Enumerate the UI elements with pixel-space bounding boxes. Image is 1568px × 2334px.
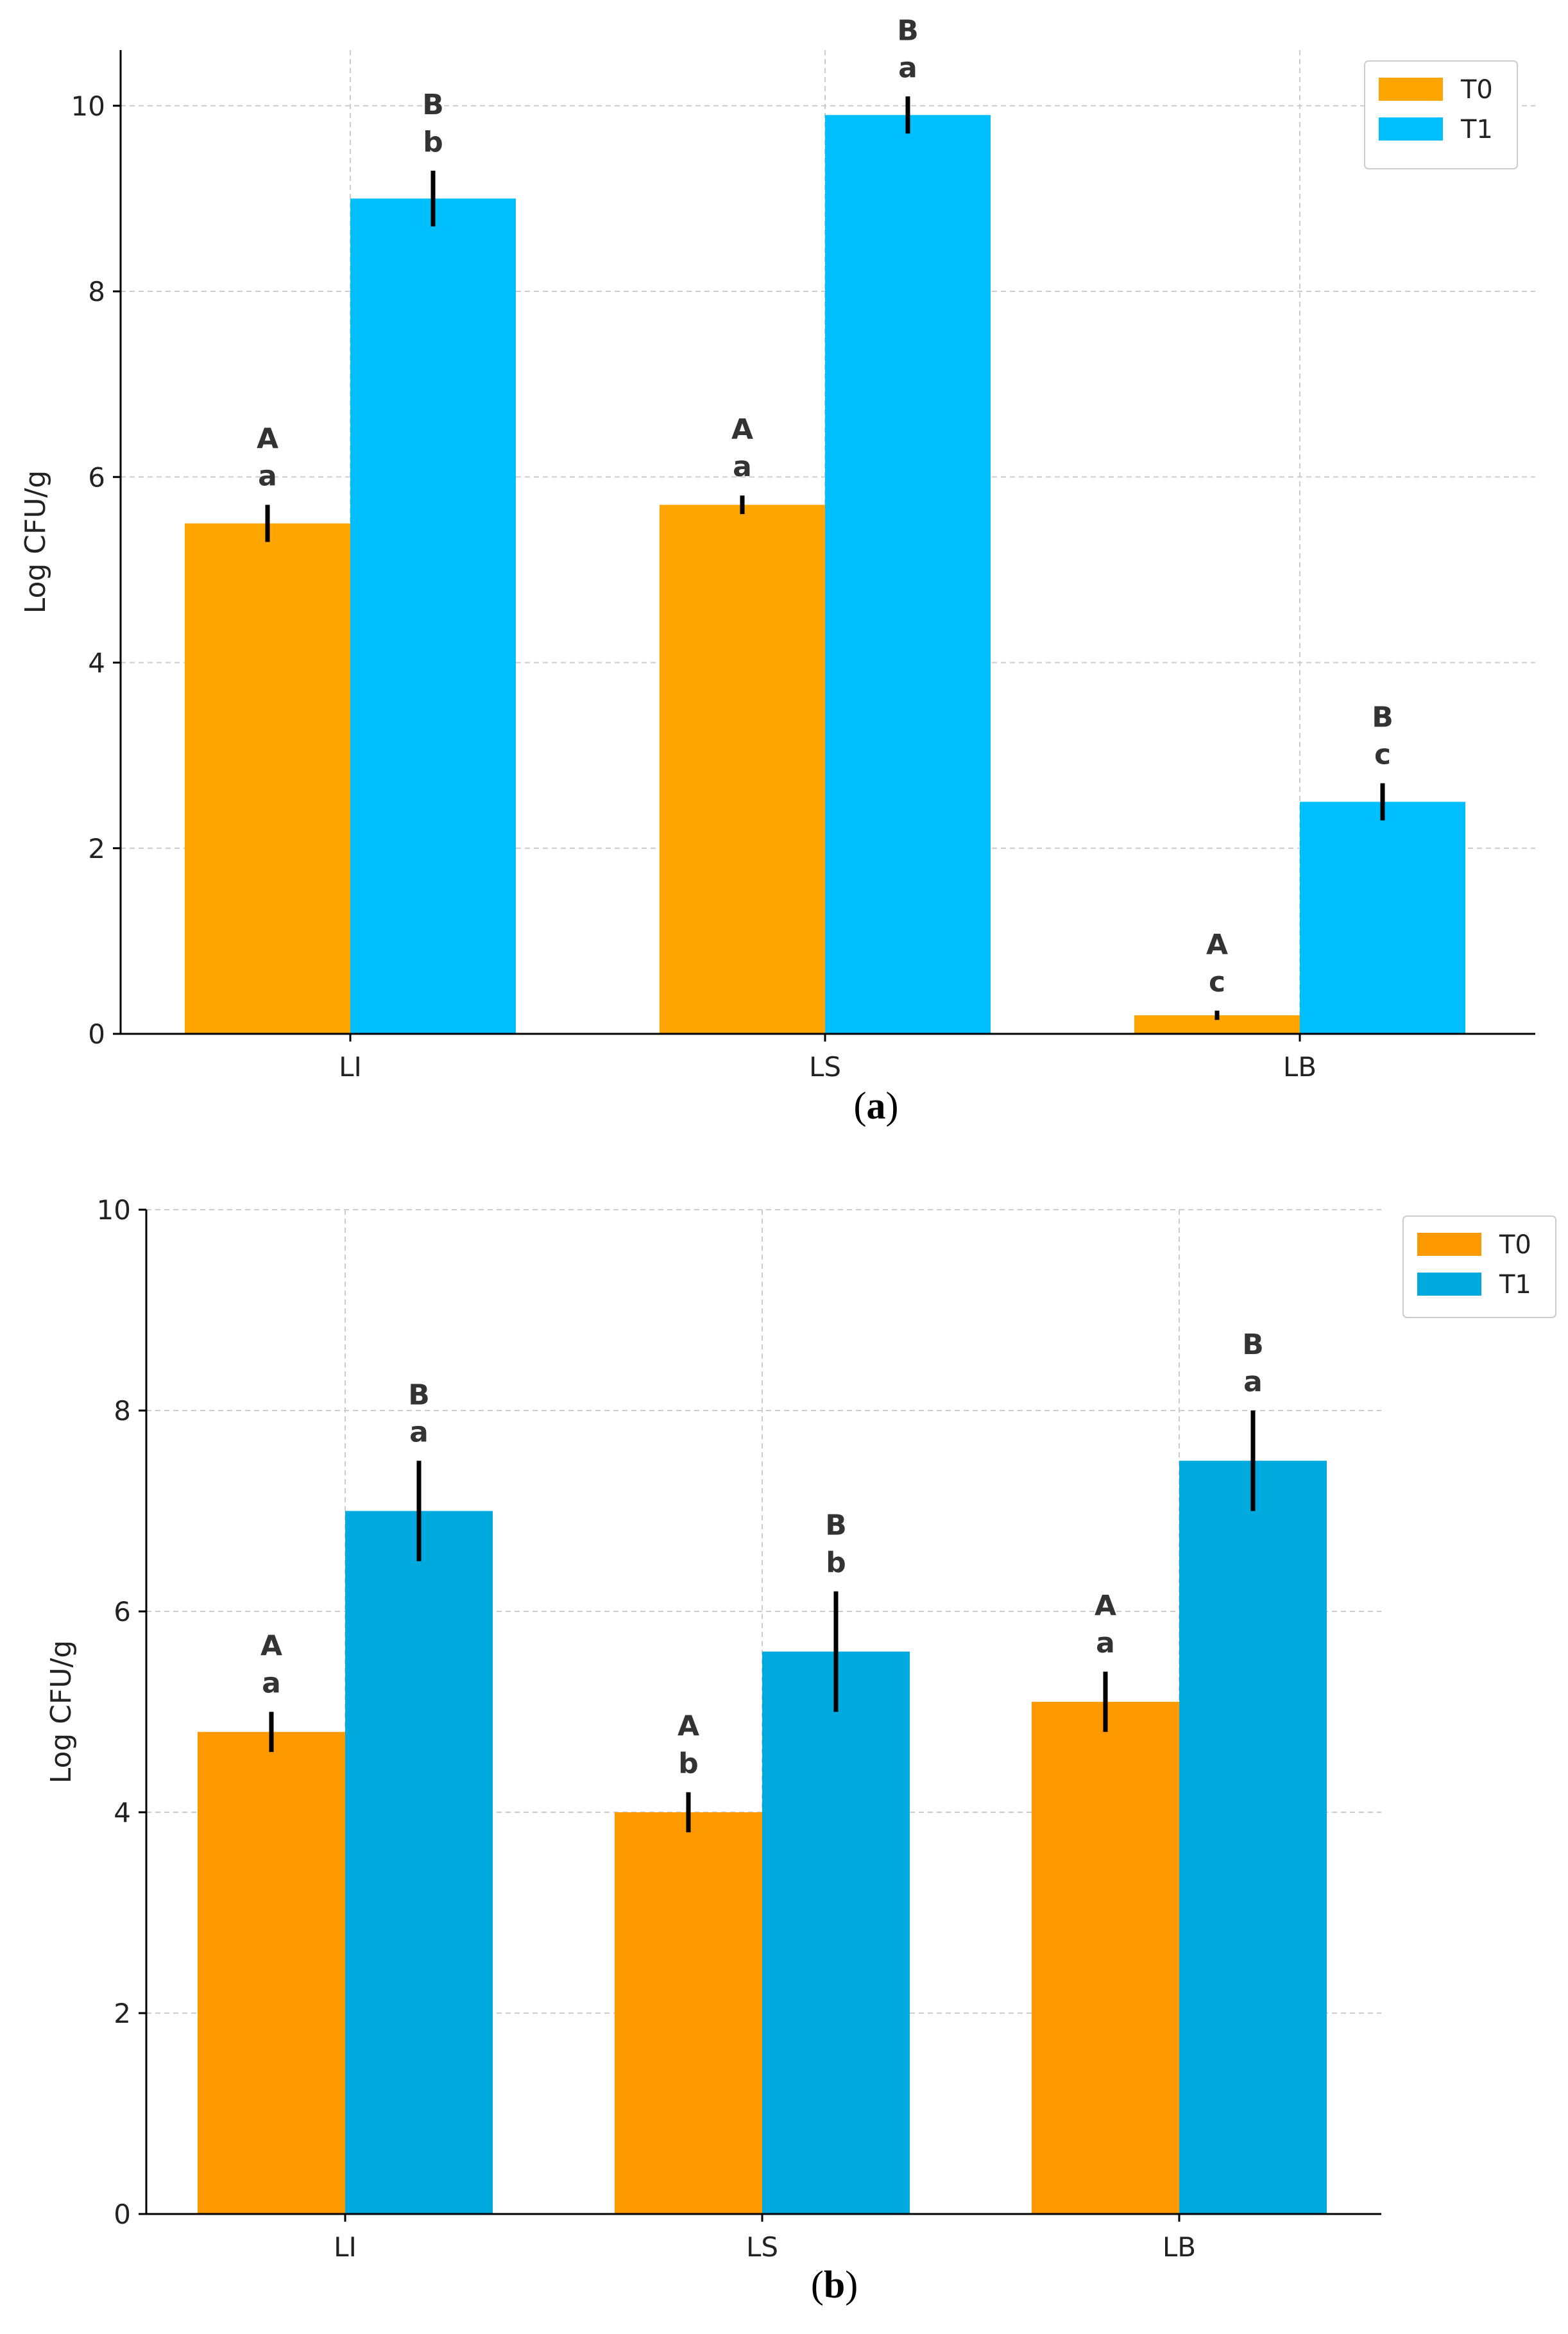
y-axis-label: Log CFU/g [19, 470, 52, 614]
legend-label-T0: T0 [1460, 75, 1493, 105]
legend-label-T1: T1 [1499, 1270, 1531, 1300]
y-tick-label: 6 [114, 1596, 131, 1627]
panel-caption: (b) [811, 2263, 858, 2306]
caption-open: ( [854, 1085, 867, 1127]
bar-T1-LI [350, 198, 516, 1034]
significance-label-upper: B [422, 89, 444, 121]
x-tick-label: LI [334, 2231, 357, 2263]
bar-T0-LS [660, 504, 825, 1034]
legend-label-T1: T1 [1460, 115, 1493, 144]
significance-label-lower: b [826, 1547, 846, 1579]
x-tick-label: LB [1283, 1051, 1317, 1083]
bar-T0-LI [185, 523, 350, 1034]
legend-box [1402, 1215, 1556, 1318]
legend-swatch-T0 [1417, 1233, 1481, 1256]
y-tick-label: 0 [88, 1018, 105, 1050]
significance-label-lower: a [1096, 1627, 1115, 1660]
significance-label-upper: B [408, 1378, 430, 1411]
significance-label-lower: c [1209, 966, 1225, 999]
bar-T0-LI [198, 1731, 345, 2214]
panel-caption: (a) [854, 1085, 899, 1127]
x-tick-label: LB [1163, 2231, 1196, 2263]
significance-label-upper: A [1095, 1590, 1116, 1622]
y-tick-label: 2 [88, 833, 105, 864]
legend-swatch-T1 [1379, 117, 1443, 141]
bar-T0-LB [1032, 1701, 1179, 2214]
caption-close: ) [886, 1085, 899, 1127]
significance-label-lower: a [733, 450, 752, 483]
y-tick-label: 10 [97, 1194, 131, 1226]
significance-label-upper: B [825, 1509, 847, 1542]
legend-swatch-T0 [1379, 78, 1443, 101]
significance-label-upper: A [1206, 929, 1228, 961]
y-tick-label: 0 [114, 2199, 131, 2230]
significance-label-upper: A [257, 423, 278, 456]
x-tick-label: LS [746, 2231, 778, 2263]
legend-swatch-T1 [1417, 1273, 1481, 1296]
y-tick-label: 4 [88, 648, 105, 679]
y-axis-label: Log CFU/g [45, 1640, 78, 1784]
significance-label-lower: a [262, 1667, 281, 1700]
bar-T0-LS [615, 1812, 762, 2214]
significance-label-upper: B [897, 14, 919, 47]
y-tick-label: 2 [114, 1998, 131, 2029]
bar-T1-LI [345, 1511, 493, 2214]
significance-label-upper: A [677, 1710, 699, 1743]
legend-label-T0: T0 [1499, 1230, 1531, 1260]
bar-T1-LB [1179, 1461, 1327, 2214]
significance-label-lower: a [409, 1416, 429, 1448]
caption-letter: b [824, 2263, 845, 2306]
x-tick-label: LS [809, 1051, 841, 1083]
bar-T1-LB [1300, 802, 1465, 1034]
significance-label-upper: A [260, 1630, 282, 1663]
caption-close: ) [845, 2263, 858, 2306]
y-tick-label: 10 [71, 90, 105, 122]
significance-label-upper: B [1242, 1328, 1264, 1361]
x-tick-label: LI [339, 1051, 362, 1083]
significance-label-lower: b [678, 1747, 699, 1780]
significance-label-upper: A [731, 413, 753, 446]
bar-T1-LS [762, 1651, 910, 2214]
significance-label-lower: b [423, 126, 443, 159]
bar-T1-LS [825, 115, 991, 1034]
y-tick-label: 8 [88, 276, 105, 307]
significance-label-lower: c [1374, 739, 1391, 771]
caption-letter: a [867, 1085, 886, 1127]
significance-label-lower: a [1243, 1366, 1263, 1398]
significance-label-lower: a [258, 460, 277, 493]
legend-box [1364, 60, 1518, 169]
significance-label-lower: a [898, 51, 917, 84]
y-tick-label: 8 [114, 1395, 131, 1427]
y-tick-label: 4 [114, 1797, 131, 1828]
significance-label-upper: B [1372, 701, 1393, 734]
y-tick-label: 6 [88, 461, 105, 493]
caption-open: ( [811, 2263, 824, 2306]
